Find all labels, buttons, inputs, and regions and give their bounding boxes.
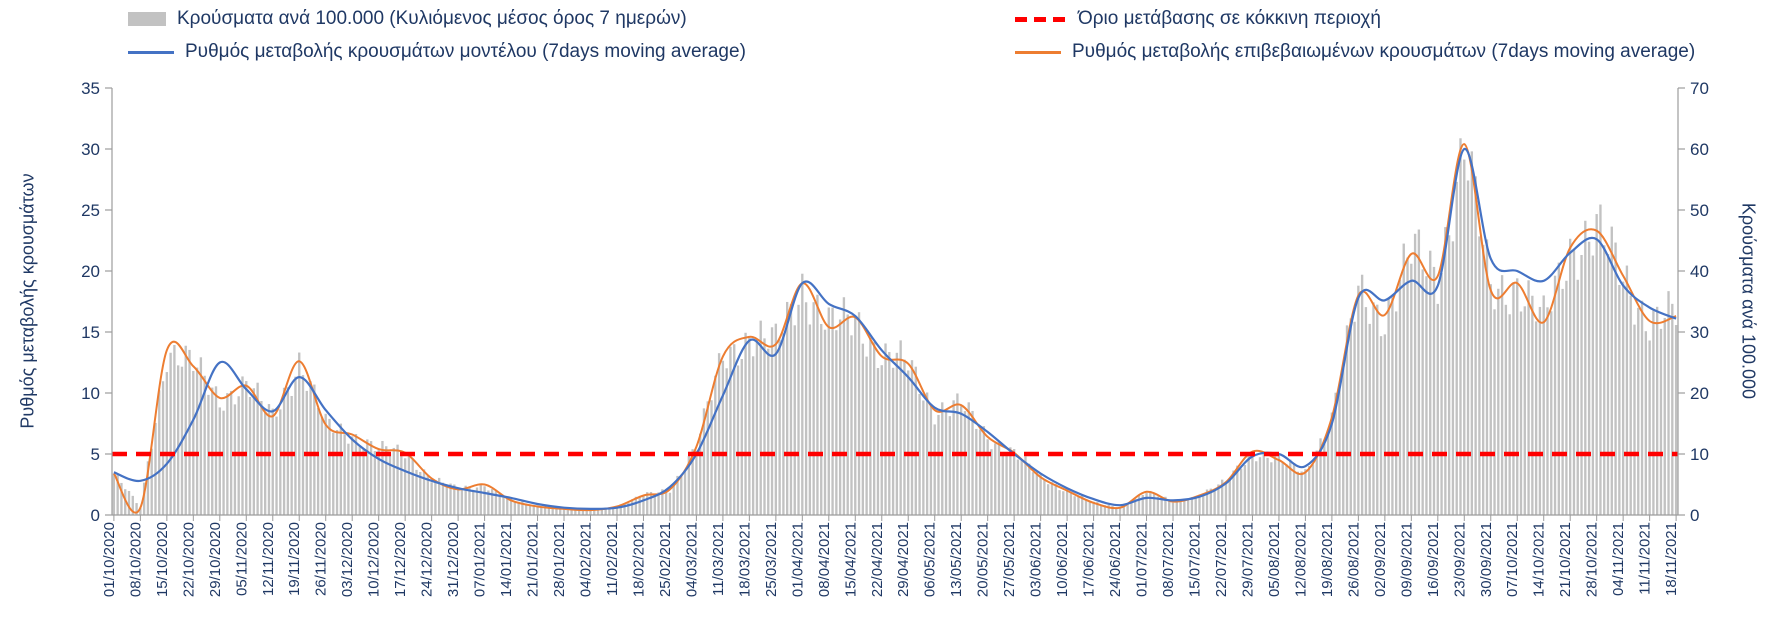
svg-text:30/09/2021: 30/09/2021 — [1478, 522, 1495, 597]
legend-label-confirmed-line: Ρυθμός μεταβολής επιβεβαιωμένων κρουσμάτ… — [1072, 41, 1696, 62]
svg-text:28/10/2021: 28/10/2021 — [1584, 522, 1601, 597]
svg-text:15/10/2020: 15/10/2020 — [154, 522, 171, 597]
svg-text:5: 5 — [91, 445, 100, 464]
svg-text:05/08/2021: 05/08/2021 — [1266, 522, 1283, 597]
svg-text:17/12/2020: 17/12/2020 — [392, 522, 409, 597]
svg-text:13/05/2021: 13/05/2021 — [948, 522, 965, 597]
svg-text:11/02/2021: 11/02/2021 — [604, 522, 621, 596]
svg-text:04/02/2021: 04/02/2021 — [578, 522, 595, 597]
legend-item-cases-bars: Κρούσματα ανά 100.000 (Κυλιόμενος μέσος … — [128, 8, 687, 30]
svg-text:08/10/2020: 08/10/2020 — [127, 522, 144, 597]
svg-text:07/10/2021: 07/10/2021 — [1504, 522, 1521, 597]
svg-text:0: 0 — [91, 506, 100, 525]
svg-text:15/04/2021: 15/04/2021 — [842, 522, 859, 597]
svg-text:17/06/2021: 17/06/2021 — [1081, 522, 1098, 597]
svg-text:18/03/2021: 18/03/2021 — [736, 522, 753, 597]
svg-text:10/12/2020: 10/12/2020 — [366, 522, 383, 597]
svg-text:25/03/2021: 25/03/2021 — [763, 522, 780, 597]
svg-text:18/02/2021: 18/02/2021 — [631, 522, 648, 597]
svg-text:10/06/2021: 10/06/2021 — [1054, 522, 1071, 597]
svg-text:12/11/2020: 12/11/2020 — [260, 522, 277, 596]
model-series-line — [113, 147, 1677, 511]
svg-text:03/12/2020: 03/12/2020 — [339, 522, 356, 597]
svg-text:29/04/2021: 29/04/2021 — [895, 522, 912, 597]
svg-text:10: 10 — [81, 384, 100, 403]
legend-label-threshold: Όριο μετάβασης σε κόκκινη περιοχή — [1078, 8, 1381, 29]
svg-text:15: 15 — [81, 323, 100, 342]
svg-text:01/10/2020: 01/10/2020 — [101, 522, 118, 597]
svg-text:03/06/2021: 03/06/2021 — [1028, 522, 1045, 597]
svg-text:27/05/2021: 27/05/2021 — [1001, 522, 1018, 597]
svg-text:25: 25 — [81, 201, 100, 220]
svg-text:16/09/2021: 16/09/2021 — [1425, 522, 1442, 597]
svg-text:04/03/2021: 04/03/2021 — [683, 522, 700, 597]
svg-text:20/05/2021: 20/05/2021 — [975, 522, 992, 597]
svg-text:22/07/2021: 22/07/2021 — [1213, 522, 1230, 597]
svg-text:40: 40 — [1690, 262, 1709, 281]
svg-text:22/04/2021: 22/04/2021 — [869, 522, 886, 597]
svg-text:20: 20 — [1690, 384, 1709, 403]
svg-text:10: 10 — [1690, 445, 1709, 464]
legend-item-confirmed-line: Ρυθμός μεταβολής επιβεβαιωμένων κρουσμάτ… — [1015, 41, 1695, 63]
svg-text:14/01/2021: 14/01/2021 — [498, 522, 515, 597]
svg-text:30: 30 — [1690, 323, 1709, 342]
svg-text:09/09/2021: 09/09/2021 — [1398, 522, 1415, 597]
svg-text:21/01/2021: 21/01/2021 — [525, 522, 542, 597]
bars-swatch-icon — [128, 12, 166, 26]
confirmed-line-icon — [1015, 50, 1061, 54]
svg-text:06/05/2021: 06/05/2021 — [922, 522, 939, 597]
svg-text:18/11/2021: 18/11/2021 — [1663, 522, 1680, 596]
svg-text:21/10/2021: 21/10/2021 — [1557, 522, 1574, 597]
svg-text:28/01/2021: 28/01/2021 — [551, 522, 568, 597]
svg-text:50: 50 — [1690, 201, 1709, 220]
svg-text:08/07/2021: 08/07/2021 — [1160, 522, 1177, 597]
svg-text:19/11/2020: 19/11/2020 — [286, 522, 303, 596]
svg-text:0: 0 — [1690, 506, 1699, 525]
svg-text:19/08/2021: 19/08/2021 — [1319, 522, 1336, 597]
svg-text:22/10/2020: 22/10/2020 — [180, 522, 197, 597]
svg-text:15/07/2021: 15/07/2021 — [1187, 522, 1204, 597]
svg-text:01/04/2021: 01/04/2021 — [789, 522, 806, 597]
svg-text:70: 70 — [1690, 79, 1709, 98]
svg-text:02/09/2021: 02/09/2021 — [1372, 522, 1389, 597]
right-axis-title: Κρούσματα ανά 100.000 — [1738, 202, 1759, 400]
svg-text:24/12/2020: 24/12/2020 — [419, 522, 436, 597]
svg-text:14/10/2021: 14/10/2021 — [1531, 522, 1548, 597]
svg-text:29/07/2021: 29/07/2021 — [1240, 522, 1257, 597]
svg-text:20: 20 — [81, 262, 100, 281]
svg-text:04/11/2021: 04/11/2021 — [1610, 522, 1627, 596]
svg-text:08/04/2021: 08/04/2021 — [816, 522, 833, 597]
svg-text:35: 35 — [81, 79, 100, 98]
svg-text:26/08/2021: 26/08/2021 — [1345, 522, 1362, 597]
legend-label-model-line: Ρυθμός μεταβολής κρουσμάτων μοντέλου (7d… — [185, 41, 746, 62]
threshold-dash-icon — [1015, 16, 1067, 22]
svg-text:29/10/2020: 29/10/2020 — [207, 522, 224, 597]
svg-text:26/11/2020: 26/11/2020 — [313, 522, 330, 596]
confirmed-series-line — [113, 143, 1677, 514]
svg-text:05/11/2020: 05/11/2020 — [233, 522, 250, 596]
left-axis-title: Ρυθμός μεταβολής κρουσμάτων — [17, 173, 38, 429]
legend-item-model-line: Ρυθμός μεταβολής κρουσμάτων μοντέλου (7d… — [128, 41, 746, 63]
svg-text:01/07/2021: 01/07/2021 — [1134, 522, 1151, 597]
legend-label-cases-bars: Κρούσματα ανά 100.000 (Κυλιόμενος μέσος … — [177, 8, 687, 29]
svg-text:07/01/2021: 07/01/2021 — [472, 522, 489, 597]
model-line-icon — [128, 50, 174, 54]
svg-text:30: 30 — [81, 140, 100, 159]
svg-text:25/02/2021: 25/02/2021 — [657, 522, 674, 597]
svg-text:11/03/2021: 11/03/2021 — [710, 522, 727, 596]
svg-text:24/06/2021: 24/06/2021 — [1107, 522, 1124, 597]
svg-text:23/09/2021: 23/09/2021 — [1451, 522, 1468, 597]
svg-text:60: 60 — [1690, 140, 1709, 159]
svg-text:31/12/2020: 31/12/2020 — [445, 522, 462, 597]
legend-item-threshold: Όριο μετάβασης σε κόκκινη περιοχή — [1015, 8, 1381, 30]
svg-text:12/08/2021: 12/08/2021 — [1292, 522, 1309, 597]
svg-text:11/11/2021: 11/11/2021 — [1637, 522, 1654, 595]
